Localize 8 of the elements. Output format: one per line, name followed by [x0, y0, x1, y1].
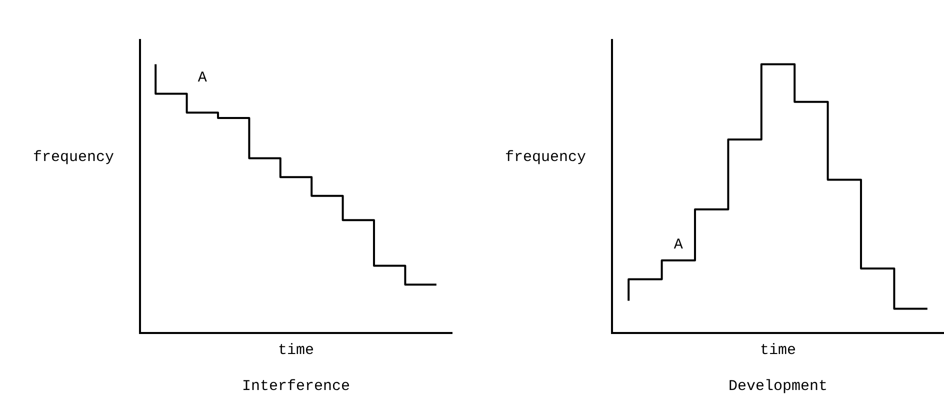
- y-axis-title: frequency: [32, 149, 114, 166]
- text: Development: [728, 378, 828, 395]
- x-axis-title: time: [278, 342, 314, 359]
- x-axis-title: time: [760, 342, 796, 359]
- y-axis-title: frequency: [504, 149, 586, 166]
- annotation: A: [198, 70, 207, 87]
- text: Interference: [242, 378, 350, 395]
- annotation: A: [674, 236, 683, 254]
